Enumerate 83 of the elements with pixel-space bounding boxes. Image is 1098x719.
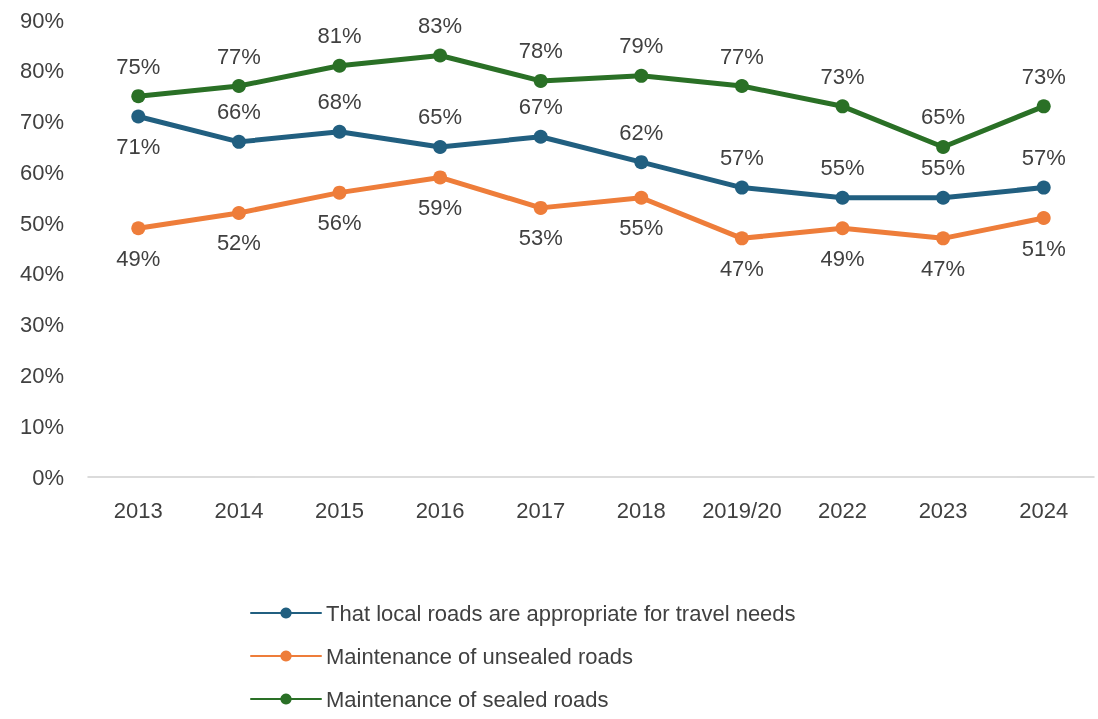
point xyxy=(332,124,347,139)
point xyxy=(533,200,548,215)
data-label: 56% xyxy=(317,210,362,236)
point xyxy=(131,89,146,104)
data-label: 65% xyxy=(418,104,463,130)
y-tick-label: 80% xyxy=(19,58,64,84)
legend-label: That local roads are appropriate for travel needs xyxy=(326,600,796,626)
data-label: 75% xyxy=(116,53,161,79)
data-label: 77% xyxy=(719,43,764,69)
point xyxy=(936,139,951,154)
data-label: 81% xyxy=(317,23,362,49)
x-tick-label: 2014 xyxy=(214,497,264,523)
point xyxy=(634,68,649,83)
point xyxy=(634,155,649,170)
data-label: 57% xyxy=(1021,145,1066,171)
data-label: 68% xyxy=(317,89,362,115)
y-tick-label: 40% xyxy=(19,261,64,287)
data-label: 57% xyxy=(719,145,764,171)
x-tick-label: 2024 xyxy=(1019,497,1069,523)
x-tick-label: 2013 xyxy=(113,497,163,523)
data-label: 52% xyxy=(216,230,261,256)
point xyxy=(131,221,146,236)
data-label: 49% xyxy=(820,245,865,271)
point xyxy=(533,73,548,88)
point xyxy=(634,190,649,205)
x-tick-label: 2018 xyxy=(616,497,666,523)
point xyxy=(231,134,246,149)
point xyxy=(1036,99,1051,114)
data-label: 67% xyxy=(518,94,563,120)
data-label: 53% xyxy=(518,225,563,251)
data-label: 65% xyxy=(921,104,966,130)
point xyxy=(433,139,448,154)
legend-label: Maintenance of sealed roads xyxy=(326,686,609,712)
data-label: 55% xyxy=(820,155,865,181)
point xyxy=(433,48,448,63)
data-label: 73% xyxy=(820,63,865,89)
data-label: 78% xyxy=(518,38,563,64)
point xyxy=(835,99,850,114)
x-tick-label: 2017 xyxy=(516,497,566,523)
data-label: 62% xyxy=(619,119,664,145)
point xyxy=(835,221,850,236)
data-label: 55% xyxy=(921,155,966,181)
point xyxy=(231,205,246,220)
point xyxy=(734,231,749,246)
y-tick-label: 60% xyxy=(19,159,64,185)
data-label: 49% xyxy=(116,245,161,271)
data-label: 59% xyxy=(418,194,463,220)
point xyxy=(1036,211,1051,226)
x-tick-label: 2022 xyxy=(818,497,867,523)
point xyxy=(533,129,548,144)
point xyxy=(936,231,951,246)
y-tick-label: 50% xyxy=(19,210,64,236)
x-tick-label: 2016 xyxy=(415,497,465,523)
point xyxy=(433,170,448,185)
data-label: 47% xyxy=(719,255,764,281)
point xyxy=(332,185,347,200)
legend-label: Maintenance of unsealed roads xyxy=(326,643,633,669)
x-tick-label: 2015 xyxy=(315,497,364,523)
y-tick-label: 20% xyxy=(19,362,64,388)
data-label: 55% xyxy=(619,215,664,241)
data-label: 79% xyxy=(619,33,664,59)
point xyxy=(734,180,749,195)
y-tick-label: 70% xyxy=(19,109,64,135)
data-label: 66% xyxy=(216,99,261,125)
y-tick-label: 0% xyxy=(32,464,64,490)
data-label: 47% xyxy=(921,255,966,281)
y-tick-label: 30% xyxy=(19,312,64,338)
point xyxy=(332,58,347,73)
point xyxy=(835,190,850,205)
data-label: 73% xyxy=(1021,63,1066,89)
data-label: 71% xyxy=(116,133,161,159)
point xyxy=(936,190,951,205)
y-tick-label: 10% xyxy=(19,413,64,439)
y-tick-label: 90% xyxy=(19,7,64,33)
x-tick-label: 2023 xyxy=(918,497,968,523)
x-tick-label: 2019/20 xyxy=(702,497,782,523)
point xyxy=(231,79,246,94)
data-label: 51% xyxy=(1021,235,1066,261)
data-label: 77% xyxy=(216,43,261,69)
point xyxy=(1036,180,1051,195)
point xyxy=(734,79,749,94)
data-label: 83% xyxy=(418,13,463,39)
point xyxy=(131,109,146,124)
